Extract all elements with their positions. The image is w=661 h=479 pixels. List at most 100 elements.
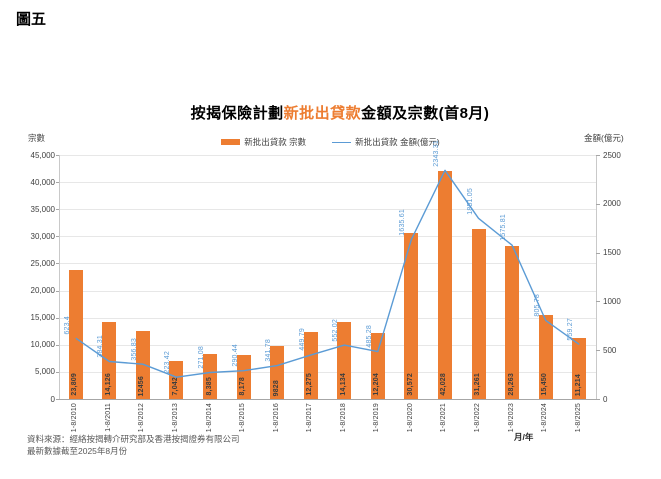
left-axis-tick: [56, 290, 59, 292]
x-tick-label: 1-8/2011: [104, 403, 112, 432]
bar-value-label: 7,042: [171, 377, 179, 396]
line-value-label: 559.27: [567, 317, 575, 341]
left-axis-tick: [56, 263, 59, 265]
right-axis-tick: [596, 155, 600, 156]
y-tick-label-left: 45,000: [30, 150, 55, 160]
bar-value-label: 30,572: [406, 373, 414, 396]
bar-value-label: 42,028: [440, 373, 448, 396]
bar-value-label: 12,275: [306, 373, 314, 396]
y-tick-label-right: 1500: [603, 248, 621, 258]
right-axis-tick: [596, 350, 600, 352]
x-tick-label: 1-8/2021: [440, 403, 448, 433]
x-tick-label: 1-8/2015: [239, 403, 247, 433]
line-value-label: 805.78: [533, 293, 541, 317]
left-axis-tick: [56, 155, 59, 156]
x-tick-label: 1-8/2019: [373, 403, 381, 433]
x-tick-label: 1-8/2018: [339, 403, 347, 433]
y-tick-label-right: 1000: [603, 296, 621, 306]
chart-title-highlight: 新批出貸款: [283, 105, 362, 122]
right-axis-tick: [596, 252, 600, 254]
bar-value-label: 12456: [138, 375, 146, 396]
y-tick-label-left: 35,000: [30, 204, 55, 214]
bar-value-label: 9828: [272, 379, 280, 396]
x-tick-label: 1-8/2025: [574, 403, 582, 433]
left-axis-tick: [56, 371, 59, 373]
left-axis-tick: [56, 344, 59, 346]
y-tick-label-left: 20,000: [30, 286, 55, 296]
bar-value-label: 23,809: [71, 373, 79, 396]
chart-legend: 新批出貸款 宗數 新批出貸款 金額(億元): [0, 136, 661, 148]
bar-value-label: 8,178: [239, 377, 247, 396]
line-value-label: 552.02: [332, 318, 340, 342]
line-value-label: 2343.31: [432, 139, 440, 167]
line-value-label: 223.42: [164, 350, 172, 374]
line-value-label: 356.83: [130, 337, 138, 361]
gridline: [59, 236, 596, 238]
line-value-label: 1851.05: [466, 187, 474, 215]
y-tick-label-left: 15,000: [30, 313, 55, 323]
x-tick-label: 1-8/2016: [272, 403, 280, 433]
legend-line-label: 新批出貸款 金額(億元): [355, 137, 440, 147]
left-axis-title: 宗數: [28, 133, 46, 143]
right-axis-title: 金額(億元): [584, 133, 624, 143]
legend-item-loans-amount[interactable]: 新批出貸款 金額(億元): [332, 136, 440, 148]
right-axis-tick: [596, 399, 600, 400]
chart-title: 按揭保險計劃新批出貸款金額及宗數(首8月): [10, 102, 661, 123]
line-series-swatch-icon: [332, 141, 352, 143]
x-tick-label: 1-8/2017: [306, 403, 314, 433]
line-value-label: 485.28: [365, 325, 373, 348]
y-tick-label-left: 0: [50, 394, 55, 404]
legend-item-loans-count[interactable]: 新批出貸款 宗數: [221, 136, 306, 148]
x-tick-label: 1-8/2012: [138, 403, 146, 433]
figure-label: 圖五: [16, 11, 47, 28]
x-tick-label: 1-8/2023: [507, 403, 515, 433]
bar-value-label: 14,134: [339, 373, 347, 396]
bar-value-label: 12,204: [373, 373, 381, 396]
x-tick-label: 1-8/2020: [406, 403, 414, 433]
line-value-label: 1635.61: [399, 208, 407, 236]
gridline: [59, 155, 596, 156]
x-tick-label: 1-8/2010: [71, 403, 79, 433]
line-value-label: 623.4: [63, 315, 71, 335]
bar-value-label: 31,261: [474, 373, 482, 396]
right-axis-line: [596, 155, 597, 399]
x-tick-label: 1-8/2013: [171, 403, 179, 433]
x-axis-title: 月/年: [514, 432, 534, 442]
bar-value-label: 28,263: [507, 373, 515, 396]
y-tick-label-left: 5,000: [34, 367, 55, 377]
right-axis-tick: [596, 203, 600, 205]
data-cutoff-note: 最新數據截至2025年8月份: [27, 446, 128, 456]
left-axis-tick: [56, 182, 59, 184]
left-axis-tick: [56, 317, 59, 319]
gridline: [59, 209, 596, 211]
gridline: [59, 182, 596, 184]
line-value-label: 271.08: [198, 345, 206, 369]
bar-value-label: 11,214: [574, 373, 582, 396]
left-axis-tick: [56, 399, 59, 400]
left-axis-line: [59, 155, 60, 399]
left-axis-tick: [56, 209, 59, 211]
line-value-label: 290.44: [231, 344, 239, 367]
line-value-label: 449.79: [298, 328, 306, 352]
chart-title-suffix: 金額及宗數(首8月): [361, 105, 490, 122]
bar: [437, 171, 452, 399]
y-tick-label-left: 40,000: [30, 177, 55, 187]
y-tick-label-left: 30,000: [30, 231, 55, 241]
y-tick-label-right: 500: [603, 345, 617, 355]
line-value-label: 341.78: [265, 339, 273, 362]
x-tick-label: 1-8/2024: [541, 403, 549, 433]
x-axis-line: [59, 399, 596, 400]
y-tick-label-right: 2000: [603, 199, 621, 209]
source-note: 資料來源：經絡按揭轉介研究部及香港按揭證券有限公司: [27, 434, 240, 444]
x-tick-label: 1-8/2022: [474, 403, 482, 433]
y-tick-label-right: 2500: [603, 150, 621, 160]
y-tick-label-left: 25,000: [30, 258, 55, 268]
x-tick-label: 1-8/2014: [205, 403, 213, 433]
line-value-label: 1575.81: [500, 214, 508, 242]
chart-title-prefix: 按揭保險計劃: [190, 105, 284, 122]
left-axis-tick: [56, 236, 59, 238]
line-value-label: 384.31: [97, 334, 105, 358]
right-axis-tick: [596, 301, 600, 303]
